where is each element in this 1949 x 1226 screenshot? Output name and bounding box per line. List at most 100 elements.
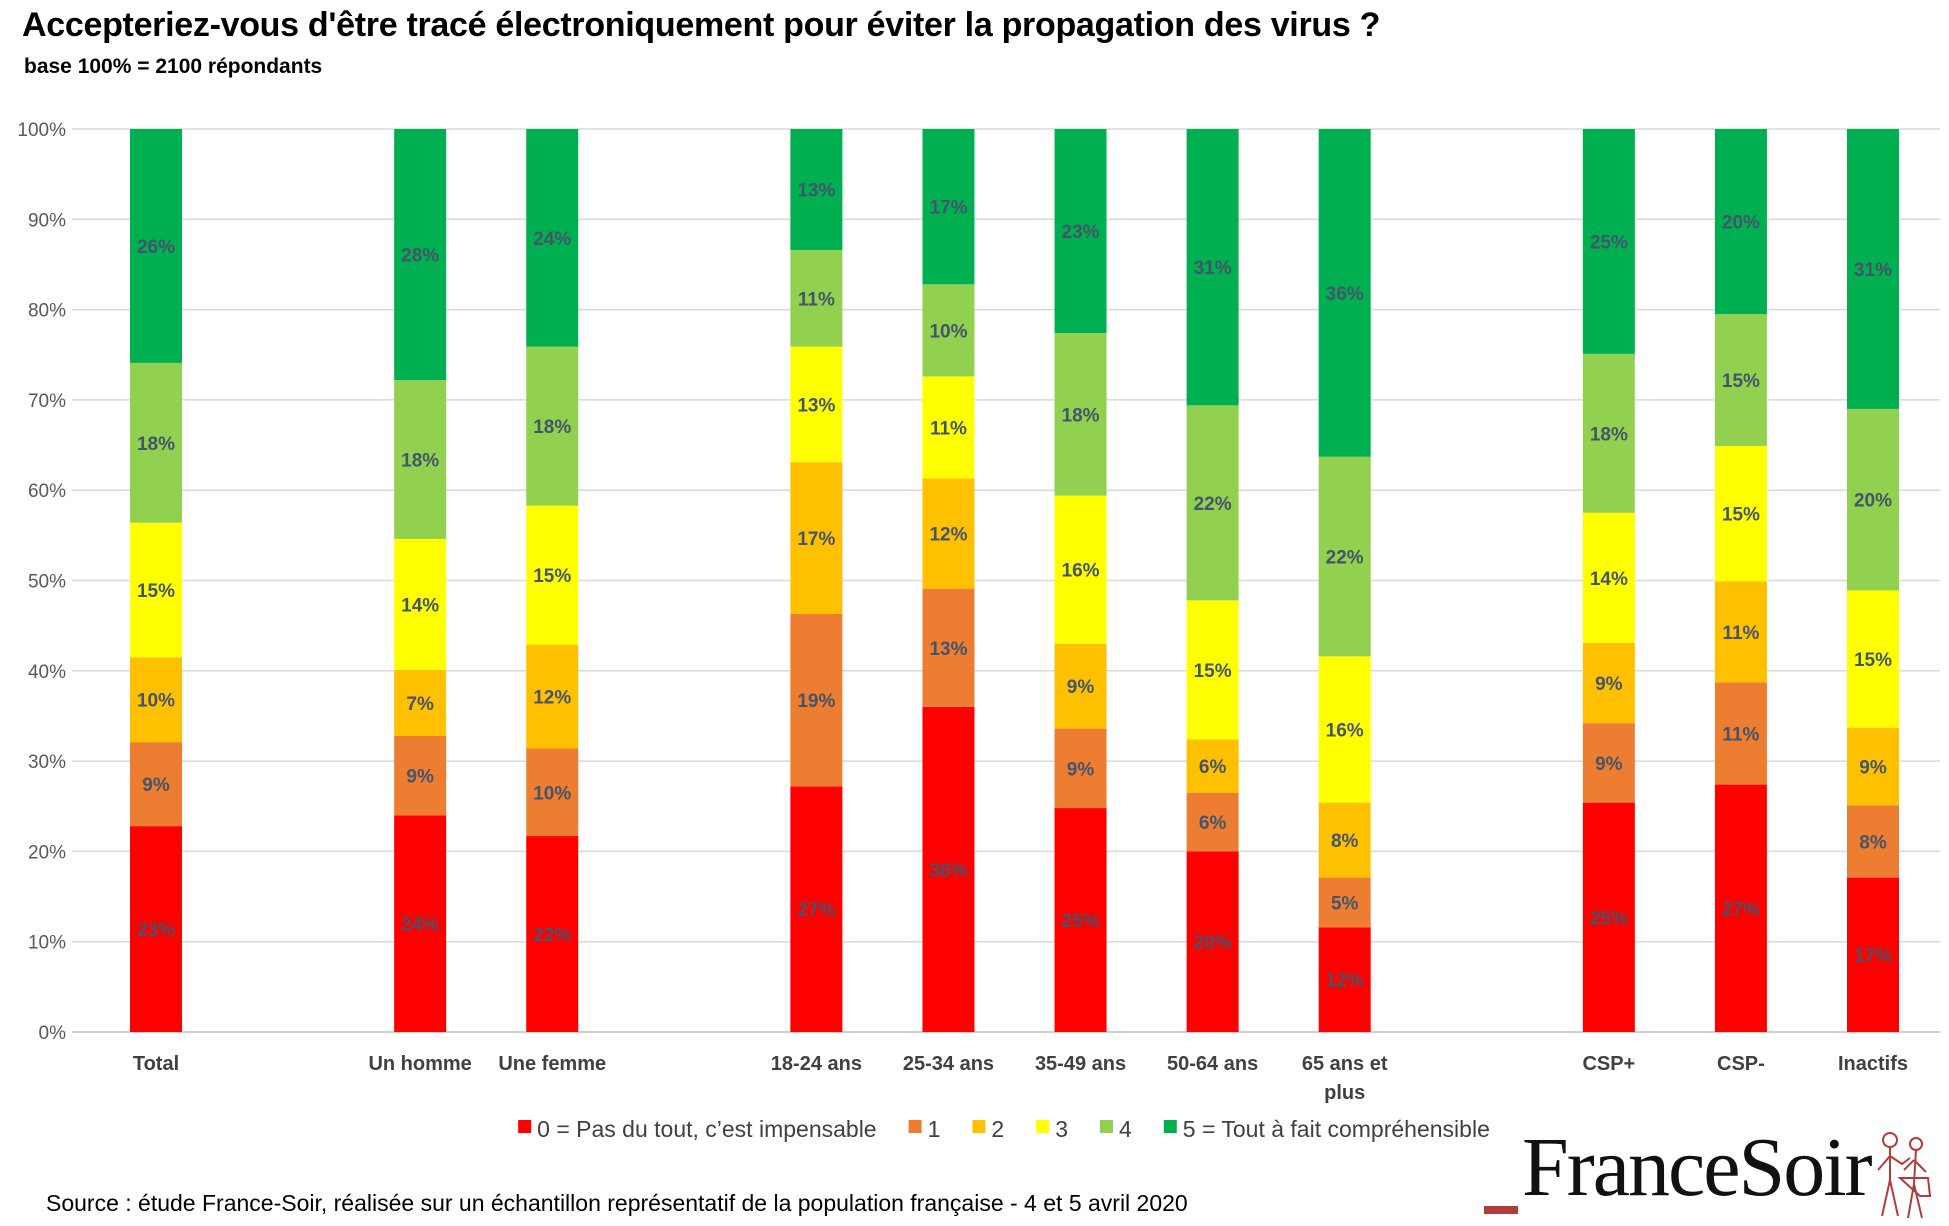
- bar-segment: [130, 522, 182, 658]
- data-label: 27%: [1722, 899, 1760, 920]
- data-label: 12%: [1326, 971, 1364, 992]
- data-label: 9%: [1067, 759, 1095, 780]
- data-label: 23%: [1062, 222, 1100, 243]
- data-label: 31%: [1194, 258, 1232, 279]
- x-tick-label: 35-49 ans: [1035, 1053, 1126, 1075]
- data-label: 17%: [1854, 946, 1892, 967]
- bar-segment: [394, 380, 447, 539]
- legend-items: 0 = Pas du tout, c’est impensable 1 2 3 4 5 =…: [518, 1116, 1490, 1142]
- legend-label: 0 = Pas du tout, c’est impensable: [537, 1116, 876, 1142]
- bar-segment: [790, 613, 843, 787]
- data-label: 14%: [1590, 569, 1628, 590]
- data-label: 16%: [1326, 720, 1364, 741]
- legend-label: 2: [991, 1116, 1004, 1142]
- bar-segment: [1054, 808, 1107, 1032]
- data-label: 7%: [406, 694, 434, 715]
- data-label: 25%: [1590, 908, 1628, 929]
- x-tick-label: 50-64 ans: [1167, 1053, 1258, 1075]
- data-label: 13%: [797, 395, 835, 416]
- bar-segment: [394, 669, 447, 736]
- data-label: 24%: [401, 915, 439, 936]
- bar-segment: [1186, 129, 1239, 406]
- y-tick-label: 40%: [28, 662, 66, 683]
- bar-segment: [1847, 727, 1899, 806]
- data-label: 20%: [1194, 933, 1232, 954]
- y-tick-label: 10%: [28, 933, 66, 954]
- data-label: 6%: [1199, 757, 1227, 778]
- data-label: 16%: [1062, 561, 1100, 582]
- data-label: 9%: [1595, 674, 1623, 695]
- data-label: 9%: [406, 767, 434, 788]
- data-label: 13%: [797, 181, 835, 202]
- logo-accent-bar: [1484, 1206, 1518, 1214]
- bar-segment: [922, 588, 975, 707]
- y-tick-label: 100%: [17, 120, 66, 141]
- bar-segment: [1847, 408, 1899, 591]
- y-tick-label: 80%: [28, 301, 66, 322]
- y-tick-label: 20%: [28, 842, 66, 863]
- data-label: 9%: [1595, 754, 1623, 775]
- x-tick-label: CSP+: [1582, 1053, 1635, 1075]
- data-label: 15%: [1722, 371, 1760, 392]
- data-label: 22%: [1194, 494, 1232, 515]
- legend-swatch: [1099, 1120, 1113, 1133]
- bar-segment: [130, 826, 182, 1032]
- x-tick-label: 65 ans et: [1302, 1053, 1388, 1075]
- data-label: 5%: [1331, 893, 1359, 914]
- legend-label: 3: [1055, 1116, 1068, 1142]
- data-label: 23%: [137, 920, 175, 941]
- bar-segment: [1714, 314, 1767, 446]
- data-label: 15%: [1194, 661, 1232, 682]
- legend-swatch: [908, 1120, 922, 1133]
- bar-segment: [1582, 512, 1635, 643]
- x-tick-label: CSP-: [1717, 1053, 1765, 1075]
- y-tick-label: 70%: [28, 391, 66, 412]
- bar-segment: [922, 376, 975, 479]
- data-label: 18%: [137, 434, 175, 455]
- data-label: 15%: [1854, 650, 1892, 671]
- data-label: 28%: [401, 246, 439, 267]
- bar-segment: [1186, 600, 1239, 740]
- bar-segment: [1582, 129, 1635, 354]
- bar-segment: [394, 735, 447, 816]
- bar-segment: [526, 505, 579, 645]
- data-label: 8%: [1331, 831, 1359, 852]
- x-tick-label: 18-24 ans: [771, 1053, 862, 1075]
- bar-segment: [790, 462, 843, 614]
- data-label: 6%: [1199, 813, 1227, 834]
- data-label: 22%: [533, 925, 571, 946]
- y-tick-label: 90%: [28, 210, 66, 231]
- y-tick-label: 50%: [28, 572, 66, 593]
- y-axis: 0% 10% 20% 30% 40% 50% 60% 70% 80% 90% 100%: [17, 120, 66, 1044]
- chart-title: Accepteriez-vous d'être tracé électroniq…: [22, 6, 1381, 44]
- bar-segment: [394, 815, 447, 1032]
- data-label: 17%: [797, 529, 835, 550]
- legend-label: 1: [928, 1116, 941, 1142]
- data-label: 11%: [1722, 725, 1759, 746]
- bars: 23% 9% 10% 15% 18% 26% 24% 9% 7% 14% 18% 28% 22% 10% 1…: [130, 129, 1899, 1032]
- stacked-bar-chart: 0% 10% 20% 30% 40% 50% 60% 70% 80% 90% 100% 23% 9% 1…: [17, 120, 1940, 1142]
- data-label: 14%: [401, 595, 439, 616]
- bar-segment: [1582, 642, 1635, 724]
- data-label: 15%: [533, 566, 571, 587]
- legend-swatch: [1163, 1120, 1177, 1133]
- data-label: 11%: [798, 289, 835, 310]
- data-label: 27%: [797, 900, 835, 921]
- data-label: 10%: [929, 321, 967, 342]
- bar-segment: [1054, 643, 1107, 729]
- data-label: 25%: [1062, 911, 1100, 932]
- data-label: 9%: [142, 775, 170, 796]
- x-tick-label: Inactifs: [1838, 1053, 1908, 1075]
- bar-segment: [394, 129, 447, 381]
- data-label: 20%: [1722, 213, 1760, 234]
- x-tick-label: Total: [133, 1053, 179, 1075]
- bar-segment: [922, 478, 975, 589]
- bar-segment: [1318, 456, 1371, 657]
- bar-segment: [1318, 129, 1371, 457]
- x-tick-label: 25-34 ans: [903, 1053, 994, 1075]
- legend: 0 = Pas du tout, c’est impensable 1 2 3 4 5 =…: [518, 1116, 1490, 1142]
- data-label: 10%: [533, 783, 571, 804]
- data-label: 10%: [137, 691, 175, 712]
- bar-segment: [1847, 590, 1899, 728]
- data-label: 17%: [929, 198, 967, 219]
